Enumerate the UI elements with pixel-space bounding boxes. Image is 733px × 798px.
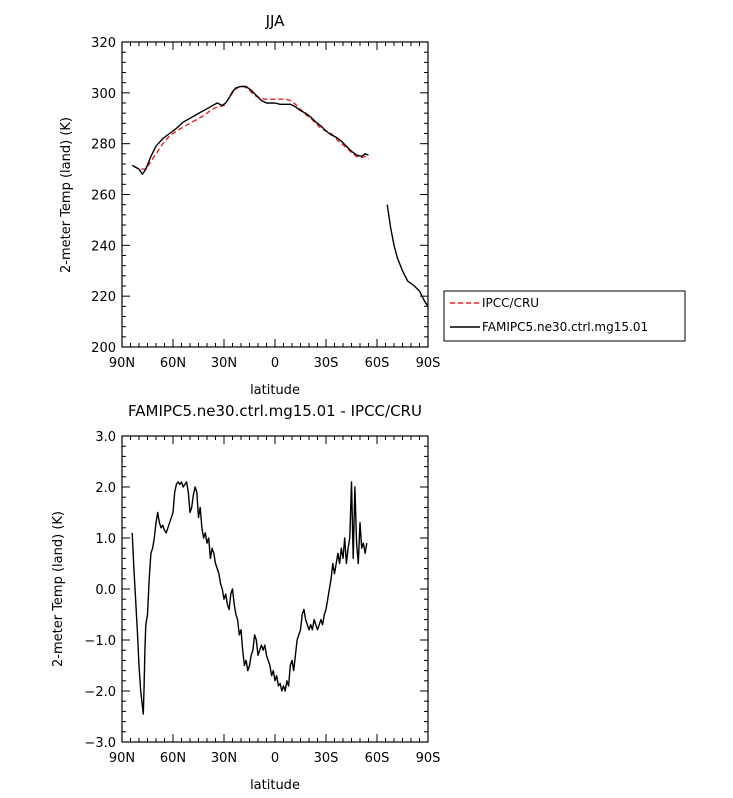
legend: IPCC/CRU FAMIPC5.ne30.ctrl.mg15.01 (443, 290, 686, 342)
series-line (133, 85, 369, 170)
legend-box (443, 290, 686, 342)
x-tick-label: 90N (109, 751, 135, 766)
y-axis-label: 2-meter Temp (land) (K) (59, 117, 74, 273)
x-tick-label: 30S (314, 356, 339, 371)
y-axis-label: 2-meter Temp (land) (K) (51, 511, 66, 667)
x-tick-label: 30S (314, 751, 339, 766)
chart-title: FAMIPC5.ne30.ctrl.mg15.01 - IPCC/CRU (128, 402, 422, 420)
x-tick-label: 60S (365, 356, 390, 371)
x-tick-label: 0 (271, 751, 279, 766)
y-tick-label: 240 (91, 239, 116, 254)
chart-title: JJA (265, 12, 286, 30)
x-tick-label: 30N (211, 356, 237, 371)
y-tick-label: −2.0 (84, 685, 116, 700)
y-tick-label: 2.0 (95, 481, 116, 496)
x-tick-label: 60N (160, 356, 186, 371)
plot-lines (131, 481, 368, 715)
temperature-chart: JJA 90N 60N 30N 0 30S 60S 90S 200 220 240 260 280 30… (59, 12, 686, 398)
y-tick-label: 0.0 (95, 583, 116, 598)
series-line (131, 481, 368, 715)
x-axis-label: latitude (250, 383, 300, 398)
plot-frame (121, 41, 429, 348)
difference-chart: FAMIPC5.ne30.ctrl.mg15.01 - IPCC/CRU 90N… (51, 402, 440, 793)
series-line (386, 204, 429, 307)
y-tick-label: 260 (91, 189, 116, 204)
legend-label-model: FAMIPC5.ne30.ctrl.mg15.01 (482, 320, 648, 334)
x-tick-label: 30N (211, 751, 237, 766)
plot-lines (131, 85, 429, 307)
x-tick-label: 0 (271, 356, 279, 371)
y-tick-label: 280 (91, 138, 116, 153)
y-tick-label: 3.0 (95, 430, 116, 445)
plot-frame (121, 435, 429, 743)
x-tick-label: 60S (365, 751, 390, 766)
y-tick-label: −3.0 (84, 736, 116, 751)
series-line (131, 85, 369, 175)
axes: 90N 60N 30N 0 30S 60S 90S 200 220 240 260 280 300 320 (91, 36, 440, 371)
y-tick-label: 220 (91, 290, 116, 305)
y-tick-label: 300 (91, 87, 116, 102)
y-tick-label: −1.0 (84, 634, 116, 649)
y-tick-label: 320 (91, 36, 116, 51)
y-tick-label: 200 (91, 341, 116, 356)
axes: 90N 60N 30N 0 30S 60S 90S −3.0 −2.0 −1.0 0.0 1.0 2.0… (84, 430, 440, 766)
y-tick-label: 1.0 (95, 532, 116, 547)
x-axis-label: latitude (250, 778, 300, 793)
legend-label-ipcc: IPCC/CRU (482, 296, 539, 310)
x-tick-label: 90N (109, 356, 135, 371)
x-tick-label: 60N (160, 751, 186, 766)
x-tick-label: 90S (416, 751, 441, 766)
x-tick-label: 90S (416, 356, 441, 371)
